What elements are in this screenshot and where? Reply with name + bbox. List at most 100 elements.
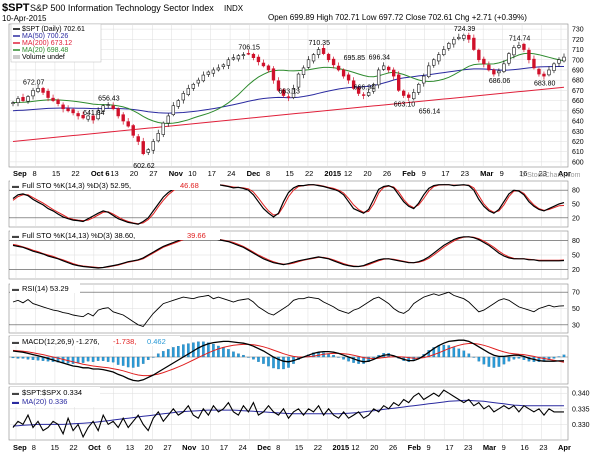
x-tick-label-top: 22: [305, 169, 313, 178]
candle-down: [286, 96, 291, 98]
candle-up: [412, 92, 416, 100]
candle-up: [186, 88, 191, 95]
candle-up: [502, 63, 506, 72]
candle-up: [176, 100, 180, 107]
y-tick-label-price: 600: [572, 159, 584, 166]
candle-down: [21, 97, 25, 101]
x-tick-label-bottom: 8: [32, 443, 36, 452]
macd-hist-bar: [337, 356, 340, 358]
macd-hist-bar: [537, 356, 541, 362]
candle-down: [246, 53, 251, 55]
candle-up: [36, 88, 40, 92]
candle-down: [321, 48, 326, 54]
candle-down: [492, 69, 496, 75]
macd-hist-bar: [96, 356, 100, 361]
candle-up: [11, 102, 15, 104]
x-tick-label-bottom: 24: [239, 443, 247, 452]
candle-down: [41, 88, 45, 93]
candle-down: [111, 105, 115, 110]
candle-down: [331, 58, 336, 66]
macd-hist-bar: [257, 356, 260, 362]
candle-down: [326, 53, 331, 61]
macd-hist-bar: [126, 356, 130, 368]
x-tick-label-bottom: 27: [163, 443, 171, 452]
macd-hist-bar: [242, 354, 245, 358]
macd-hist-bar: [26, 356, 30, 360]
x-tick-label-bottom: 17: [220, 443, 228, 452]
x-axis-top: Sep 8 15 22 Oct 6 13 20 27 Nov 10 17 24 Dec 8 15 22 2015…: [13, 169, 571, 178]
x-tick-label-bottom: Sep: [13, 443, 27, 452]
x-tick-label-top: 17: [208, 169, 216, 178]
candle-up: [201, 74, 206, 82]
price-annotation: 602.62: [133, 163, 155, 170]
watermark: © StockCharts.com: [520, 171, 581, 179]
candle-up: [241, 54, 246, 56]
x-tick-label-top: 17: [441, 169, 449, 178]
macd-hist-bar: [202, 341, 205, 358]
x-tick-label-bottom: Apr: [558, 443, 571, 452]
grid-lines: [9, 24, 568, 440]
x-tick-label-top: 8: [32, 169, 36, 178]
macd-hist-bar: [362, 356, 365, 364]
symbol-title: $SPT: [2, 2, 30, 14]
y-axes: 600 610 620 630 640 650 660 670 680 690 700 710 720 7…: [572, 27, 590, 429]
x-tick-label-top: Sep: [13, 169, 27, 178]
ma200-line: [12, 86, 565, 142]
macd-hist-bar: [111, 356, 115, 363]
candle-up: [422, 75, 426, 84]
ratio-line: [12, 389, 564, 439]
x-tick-label-top: 15: [286, 169, 294, 178]
macd-hist-bar: [282, 356, 285, 370]
macd-hist-bar: [121, 356, 125, 366]
candle-up: [306, 59, 311, 68]
price-annotation: 656.14: [419, 109, 441, 116]
sto1-label-red: 46.68: [180, 181, 199, 190]
price-annotation: 666.94: [354, 85, 376, 92]
candle-up: [191, 83, 196, 89]
y-tick-label-ratio: 0.330: [572, 422, 590, 429]
candle-up: [146, 149, 150, 153]
x-tick-label-bottom: 15: [51, 443, 59, 452]
macd-hist-bar: [277, 356, 280, 370]
price-legend: $SPT (Daily) 702.61 MA(50) 700.26 MA(200…: [10, 23, 102, 63]
legend-box: [10, 23, 102, 63]
candle-down: [482, 58, 486, 65]
macd-hist-bar: [21, 356, 25, 359]
price-annotation: 710.35: [309, 40, 331, 47]
candle-down: [261, 62, 266, 67]
x-tick-label-top: 20: [130, 169, 138, 178]
macd-hist-bar: [56, 356, 60, 363]
candle-up: [417, 83, 421, 93]
candle-down: [256, 56, 261, 63]
sto2-label-red: 39.66: [187, 231, 206, 240]
y-tick-label-price: 680: [572, 78, 584, 85]
macd-hist-bar: [457, 348, 461, 358]
x-tick-label-top: 2015: [324, 169, 341, 178]
macd-hist-bar: [462, 350, 466, 358]
sto1-d-line: [12, 184, 565, 225]
x-tick-label-top: 13: [110, 169, 118, 178]
candle-down: [126, 121, 130, 127]
candle-down: [356, 87, 361, 94]
candle-down: [392, 69, 396, 77]
price-annotation: 663.13: [279, 88, 301, 95]
candle-down: [346, 74, 351, 81]
macd-hist-bar: [217, 345, 220, 358]
macd-hist-bar: [237, 353, 240, 358]
candle-down: [51, 97, 55, 101]
macd-hist-bar: [146, 356, 150, 360]
candle-up: [376, 69, 381, 86]
macd-hist-bar: [497, 356, 501, 367]
macd-hist-bar: [447, 345, 451, 358]
macd-hist-bar: [76, 356, 80, 363]
candle-down: [336, 65, 341, 71]
x-tick-label-bottom: 13: [126, 443, 134, 452]
candle-up: [381, 65, 386, 70]
macd-hist-bar: [252, 356, 255, 360]
exchange-label: INDX: [224, 4, 244, 13]
candle-up: [86, 115, 90, 120]
y-tick-label-rsi: 50: [572, 306, 580, 313]
candle-up: [171, 105, 175, 116]
x-tick-label-top: 23: [539, 169, 547, 178]
macd-hist-bar: [91, 356, 95, 362]
